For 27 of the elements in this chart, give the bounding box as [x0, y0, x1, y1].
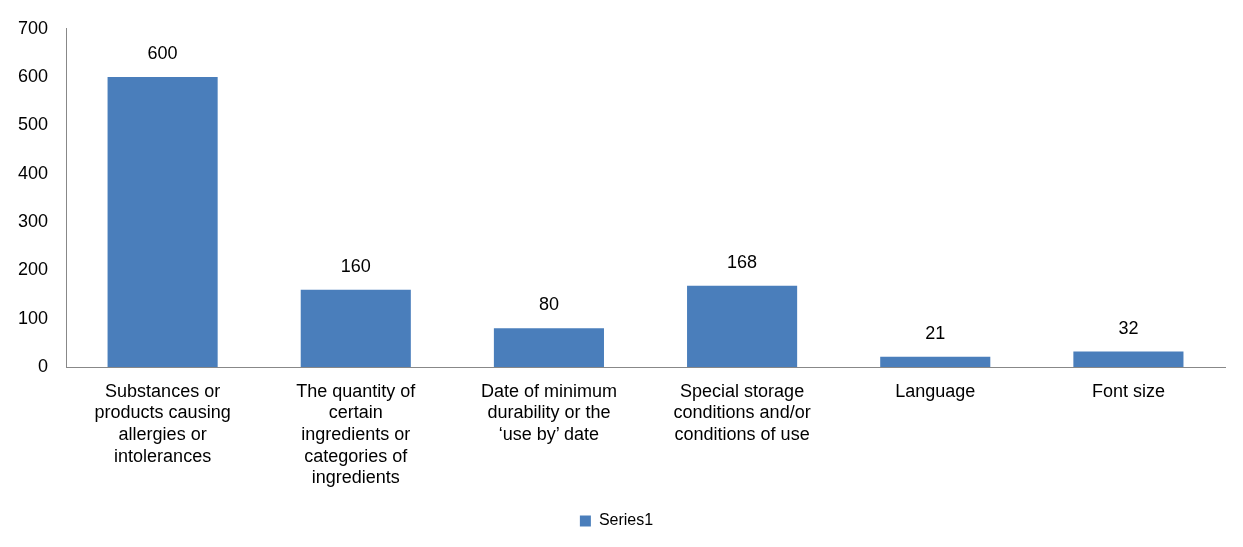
x-tick-label: Substances or products causing allergies or intolerances: [94, 380, 231, 466]
legend-label: Series1: [598, 511, 654, 529]
y-tick-label: 500: [17, 114, 49, 135]
bar: [107, 77, 218, 367]
x-tick-label: Date of minimum durability or the ‘use by’ date: [480, 380, 617, 444]
data-label: 160: [340, 255, 371, 276]
x-tick-label: Font size: [1091, 380, 1165, 401]
x-tick-label: Special storage conditions and/or conditions of use: [673, 380, 811, 444]
y-tick-label: 100: [17, 307, 49, 328]
y-tick-label: 600: [17, 66, 49, 87]
bar: [687, 285, 798, 367]
bar: [300, 289, 411, 367]
data-label: 32: [1118, 317, 1139, 338]
data-label: 80: [538, 294, 559, 315]
x-tick-label: Language: [895, 380, 976, 401]
bar: [493, 328, 604, 367]
bar: [880, 356, 991, 367]
y-tick-label: 700: [17, 17, 49, 38]
x-tick-label: The quantity of certain ingredients or categories of ingredients: [296, 380, 417, 488]
bar: [1073, 351, 1184, 367]
y-tick-label: 400: [17, 162, 49, 183]
y-tick-label: 300: [17, 211, 49, 232]
y-tick-label: 0: [38, 355, 49, 376]
data-label: 168: [727, 251, 758, 272]
data-label: 600: [147, 43, 178, 64]
data-label: 21: [925, 322, 946, 343]
y-tick-label: 200: [17, 259, 49, 280]
